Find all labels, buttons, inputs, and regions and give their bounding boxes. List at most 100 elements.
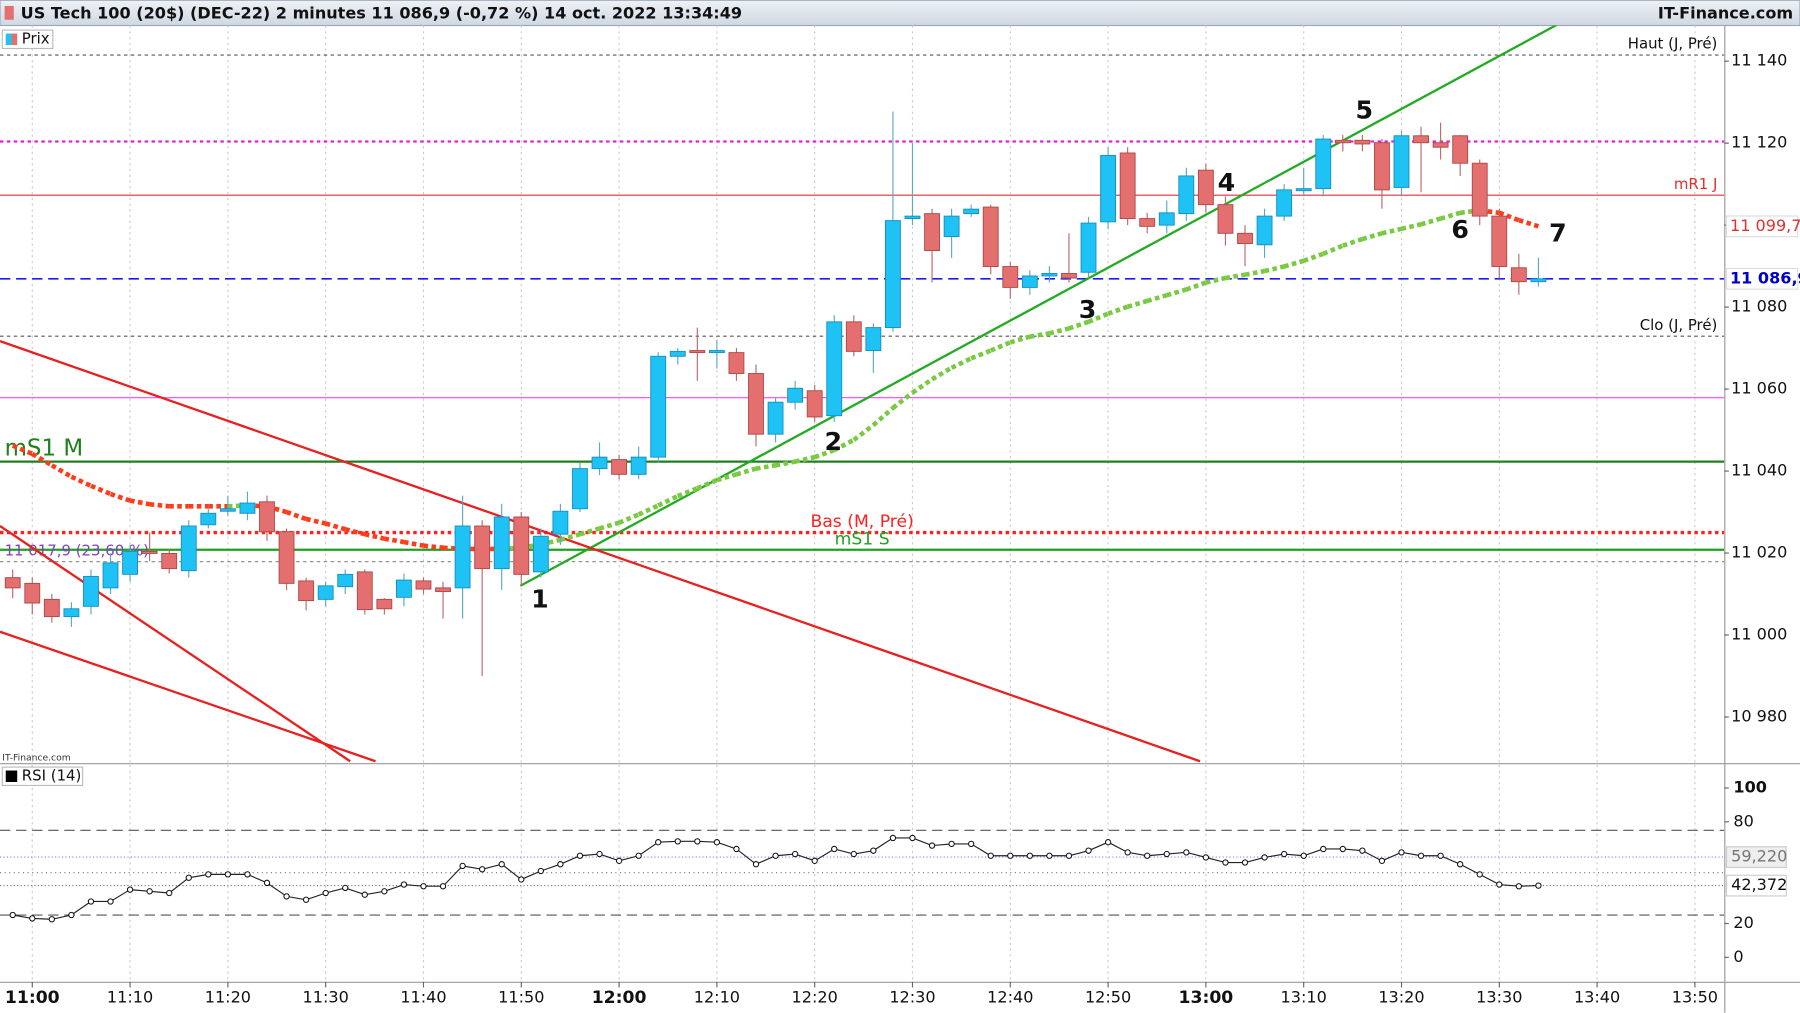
candle-body [1002, 266, 1019, 288]
axes: 11:00 11:10 11:20 11:30 11:40 11:50 12:00 12:10… [5, 51, 1800, 1008]
rsi-point [1535, 882, 1542, 889]
moving-average-segment [1009, 334, 1031, 345]
candle-body [278, 531, 295, 584]
moving-average-segment [696, 477, 718, 491]
moving-average-segment [1518, 218, 1540, 229]
candle-body [591, 456, 608, 470]
moving-average-segment [1087, 311, 1109, 324]
rsi-point [9, 911, 16, 919]
candle-body [1510, 267, 1527, 283]
rsi-point [791, 850, 799, 858]
moving-average-segment [559, 531, 581, 543]
rsi-point [1144, 852, 1151, 859]
wave-label: 3 [1079, 295, 1097, 324]
rsi-point [576, 852, 584, 859]
moving-average-segment [90, 483, 112, 497]
candle-body [219, 508, 236, 512]
moving-average-segment [31, 451, 53, 468]
rsi-point [1398, 849, 1405, 856]
header-title: US Tech 100 (20$) (DEC-22) 2 minutes 11 … [21, 4, 742, 23]
candle-body [1021, 275, 1038, 288]
moving-average-segment [657, 493, 679, 508]
x-tick-label: 12:10 [694, 987, 740, 1006]
y-tick-label: 11 120 [1731, 133, 1787, 152]
rsi-point [909, 834, 916, 842]
price-tag-label: 11 099,7 [1730, 216, 1800, 235]
candle-body [180, 525, 197, 572]
moving-average-segment [676, 486, 699, 499]
rsi-point [596, 850, 603, 858]
candle-body [1334, 139, 1351, 144]
moving-average-segment [109, 491, 131, 503]
rsi-point [948, 840, 955, 848]
x-tick-label: 11:50 [498, 987, 544, 1006]
rsi-point [107, 898, 114, 905]
candle-body [1178, 175, 1195, 215]
candle-body [611, 459, 628, 475]
rsi-point [29, 915, 36, 922]
moving-average-segment [1420, 216, 1442, 227]
candle-body [1432, 142, 1449, 148]
rsi-y-tick-label: 20 [1733, 913, 1753, 932]
wave-label: 2 [824, 427, 842, 456]
candle-body [122, 550, 138, 575]
moving-average-segment [305, 516, 327, 526]
rsi-plot [0, 764, 1725, 982]
x-tick-label: 12:00 [592, 988, 647, 1008]
moving-average-segment [383, 536, 405, 545]
moving-average-segment [1264, 264, 1285, 274]
x-tick-label: 12:40 [987, 987, 1033, 1006]
rsi-point [1026, 852, 1034, 859]
candle-body [669, 350, 686, 357]
candle-body [826, 321, 843, 417]
candle-body [572, 468, 588, 510]
rsi-tag-box [1725, 846, 1787, 868]
y-tick-label: 10 980 [1731, 706, 1787, 725]
moving-average-segment [1283, 258, 1305, 269]
moving-average-segment [70, 474, 92, 488]
candle-body [1315, 138, 1332, 190]
level-label: Haut (J, Pré) [1628, 35, 1718, 53]
candle-body [1237, 232, 1253, 245]
rsi-point [1065, 852, 1073, 859]
candle-body [1139, 218, 1156, 227]
candle-body [1452, 135, 1469, 164]
moving-average-segment [716, 472, 738, 483]
moving-average-segment [579, 526, 601, 537]
rsi-point [831, 845, 838, 853]
rsi-point [1241, 859, 1249, 866]
rsi-point [87, 898, 95, 905]
candle-body [493, 516, 510, 570]
rsi-legend-box [1, 766, 84, 787]
x-tick-label: 13:10 [1281, 987, 1327, 1006]
candle-body [650, 355, 667, 458]
candle-body [435, 587, 451, 593]
candle-body [1530, 278, 1547, 283]
rsi-point [224, 871, 232, 878]
x-tick-label: 11:30 [303, 987, 349, 1006]
moving-average-segment [285, 509, 307, 522]
moving-average-segment [11, 443, 34, 456]
level-label: Bas (M, Pré) [810, 512, 913, 532]
candle-body [904, 215, 921, 220]
candle-body [454, 525, 471, 589]
candle-body [1374, 142, 1390, 191]
y-tick-label: 11 020 [1731, 543, 1787, 562]
x-tick-label: 12:30 [889, 987, 935, 1006]
candle-body [395, 579, 412, 598]
candle-body [1354, 139, 1371, 145]
trendline [0, 525, 351, 763]
moving-average-segment [852, 423, 875, 442]
rsi-point [1496, 881, 1503, 888]
rsi-point [870, 847, 877, 854]
candle-body [1080, 222, 1097, 273]
rsi-point [244, 871, 251, 878]
rsi-point [166, 889, 173, 897]
moving-average-segment [1244, 268, 1265, 277]
x-tick-label: 13:20 [1378, 987, 1424, 1006]
level-label: 11 017,9 (23,60 %) [5, 541, 149, 559]
moving-average-segment [930, 365, 953, 382]
moving-average-segment [1225, 272, 1246, 281]
